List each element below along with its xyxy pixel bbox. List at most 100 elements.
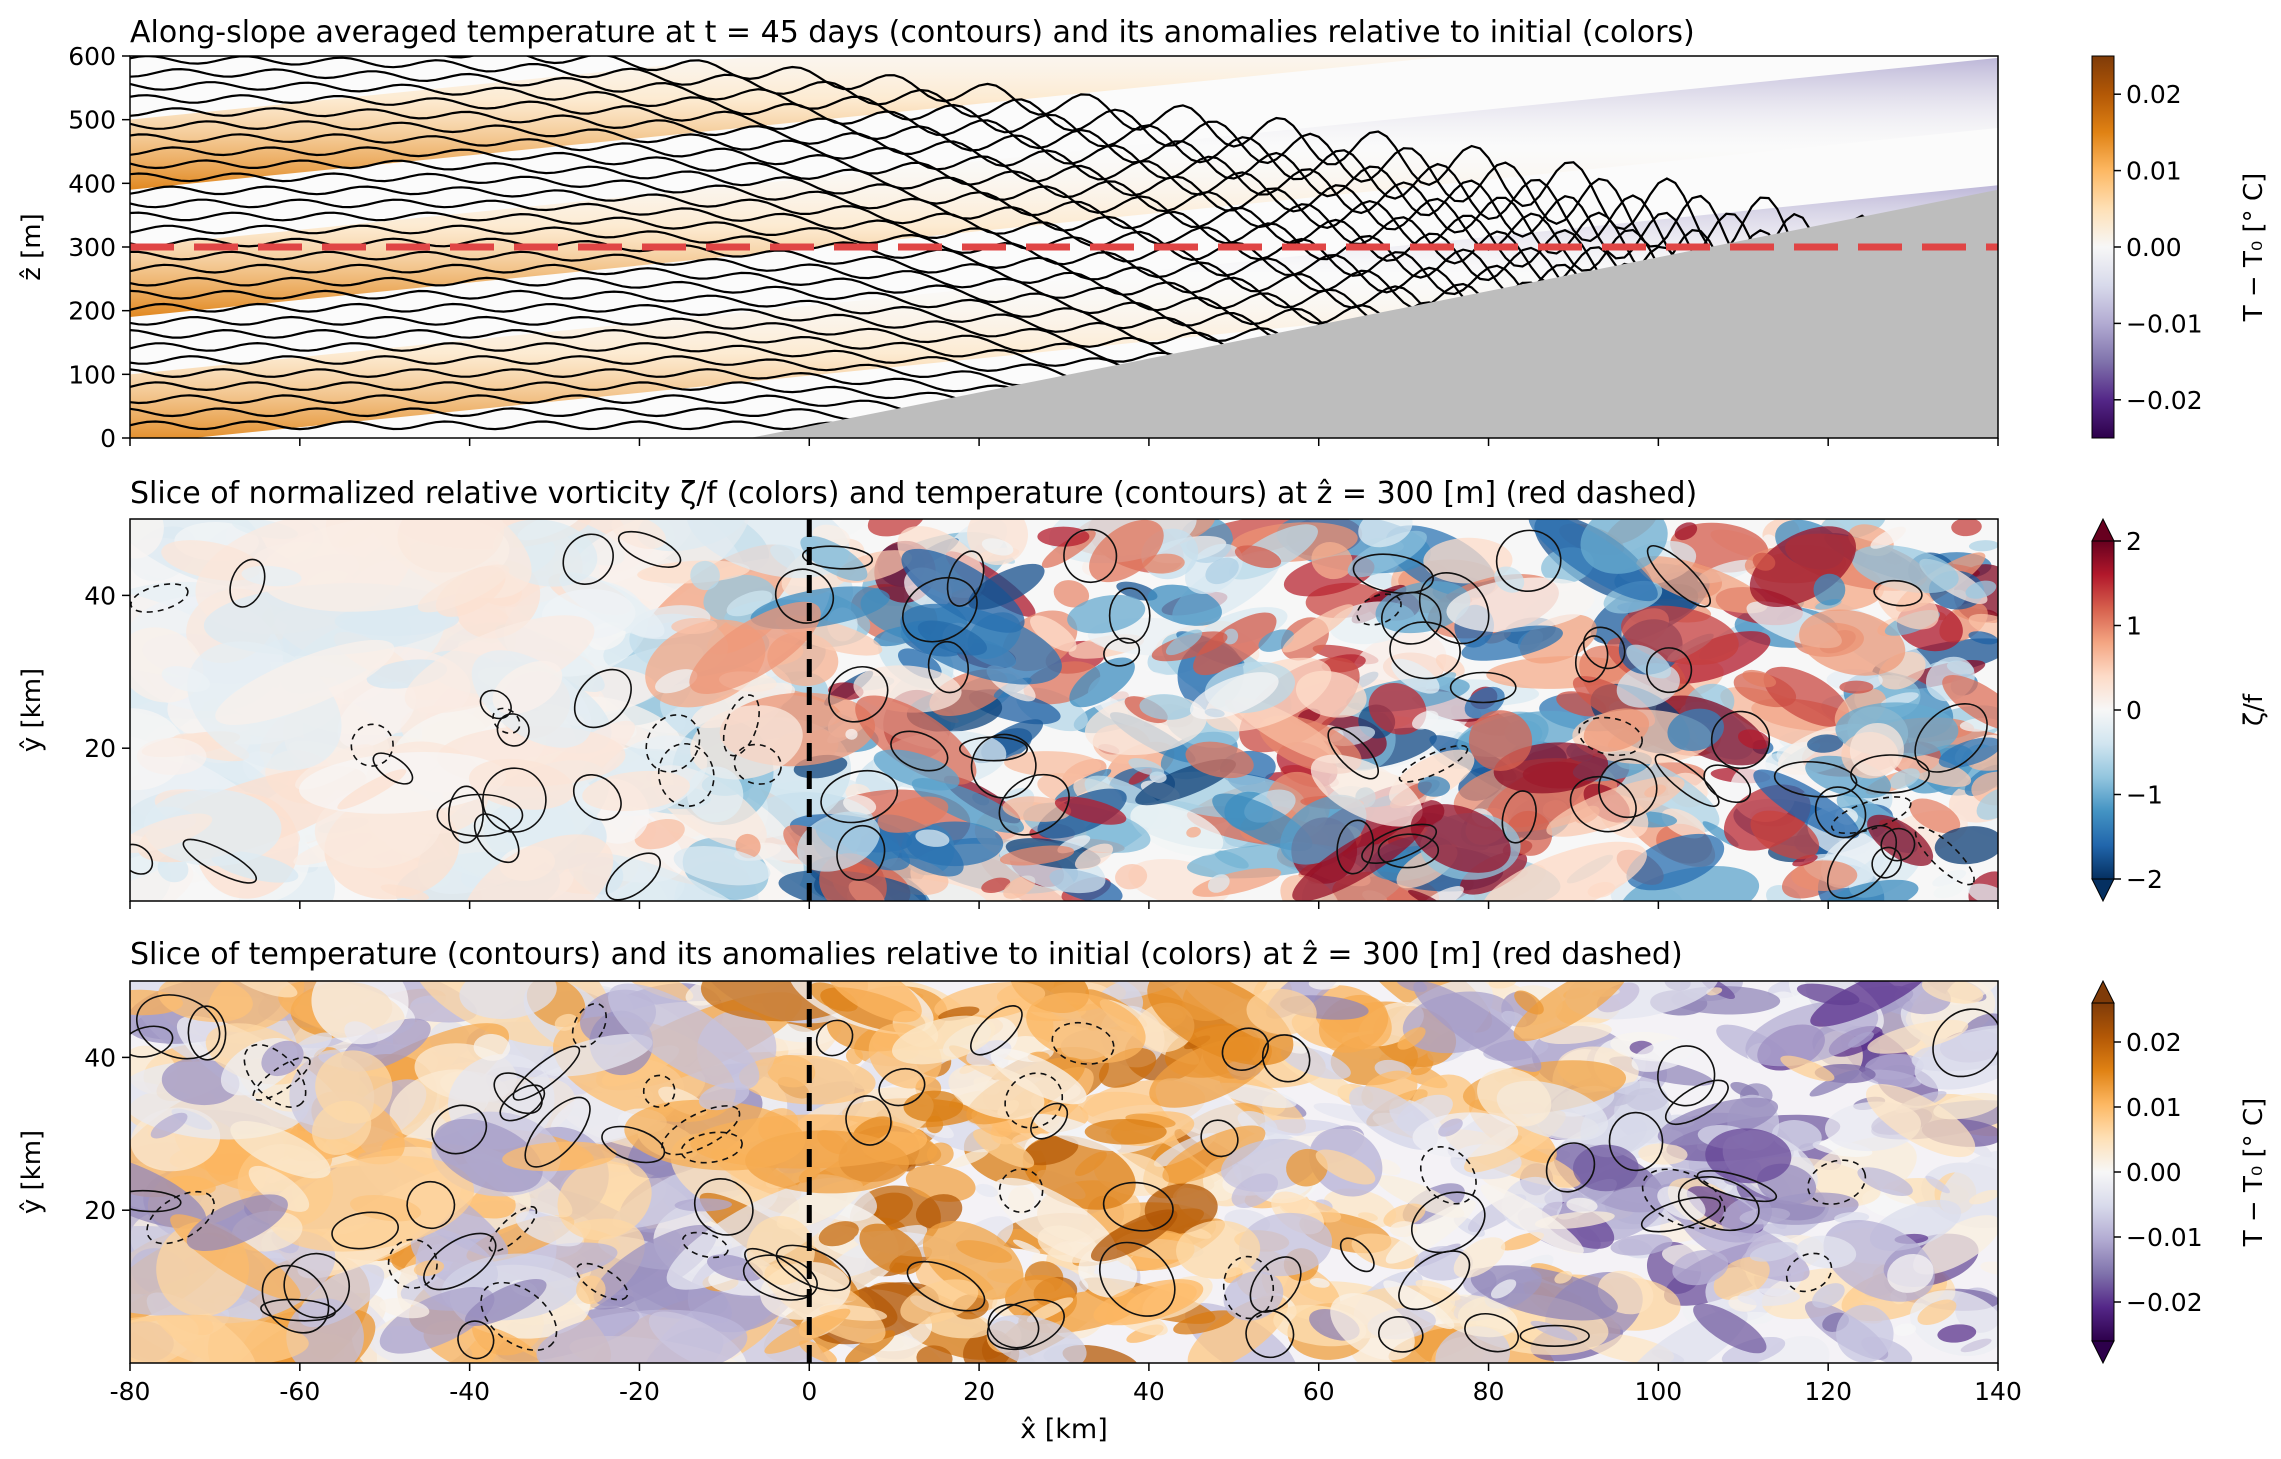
field-eddy: [1792, 854, 1818, 867]
field-eddy: [130, 1314, 309, 1363]
field-eddy: [1413, 981, 1542, 1072]
temperature-contour: [1914, 703, 1988, 773]
field-eddy: [892, 1015, 996, 1065]
field-eddy: [130, 813, 213, 853]
colorbar-top: 0.02 0.01 0.00 −0.01 −0.02 T − T₀ [° C]: [2091, 55, 2269, 439]
field-eddy: [1937, 1324, 1977, 1343]
field-eddy: [1796, 983, 1860, 1006]
field-eddy: [1488, 981, 1517, 989]
field-eddy: [433, 1118, 543, 1193]
field-eddy: [1308, 981, 1341, 990]
temperature-contour: [1501, 790, 1537, 844]
field-eddy: [938, 1006, 980, 1021]
temperature-contour: [657, 742, 715, 808]
field-eddy: [690, 705, 803, 780]
anomaly-band: [130, 56, 1451, 190]
field-eddy: [1836, 1304, 1894, 1363]
field-eddy: [540, 1033, 653, 1077]
field-eddy: [1976, 787, 1998, 820]
field-eddy: [1892, 752, 1972, 787]
x-tick-label: 40: [1133, 1377, 1165, 1406]
field-eddy: [1693, 1303, 1767, 1354]
field-eddy: [1980, 1261, 1998, 1275]
temperature-contour: [1336, 819, 1375, 875]
vorticity-field: [130, 519, 1998, 901]
field-eddy: [1074, 843, 1114, 870]
temperature-contour: [828, 665, 889, 723]
temperature-contour: [878, 1067, 926, 1107]
field-eddy: [1851, 545, 1959, 594]
ylabel-middle: ŷ [km]: [17, 668, 47, 752]
field-eddy: [1626, 833, 1725, 891]
temperature-contour: [890, 730, 949, 772]
x-tick-label: 0: [801, 1377, 817, 1406]
field-eddy: [462, 834, 614, 901]
temperature-contour: [1654, 753, 1720, 807]
field-eddy: [1391, 658, 1440, 694]
x-tick-label: -20: [619, 1377, 660, 1406]
field-eddy: [859, 1223, 923, 1275]
colorbar-tick-label: −2: [2126, 865, 2163, 894]
field-eddy: [150, 1112, 188, 1139]
field-eddy: [915, 1194, 963, 1229]
temperature-contour: [1377, 833, 1440, 869]
field-eddy: [968, 563, 1045, 610]
field-eddy: [1730, 1081, 1759, 1099]
field-eddy: [557, 1157, 652, 1240]
field-eddy: [1358, 519, 1413, 548]
field-eddy: [1231, 1173, 1279, 1209]
field-eddy: [1173, 1310, 1236, 1335]
field-eddy: [1368, 682, 1427, 735]
temperature-contour: [906, 1260, 986, 1312]
y-tick-label: 40: [84, 1043, 116, 1072]
temperature-contour: [229, 558, 266, 608]
colorbar-tick-label: 2: [2126, 527, 2142, 556]
temperature-contour: [1464, 1313, 1520, 1353]
field-eddy: [1867, 1019, 1969, 1054]
field-eddy: [1865, 1084, 1976, 1158]
x-tick-label: 80: [1473, 1377, 1505, 1406]
temperature-contour: [1449, 671, 1517, 704]
temperature-contour: [1381, 591, 1442, 645]
field-eddy: [1423, 537, 1513, 584]
temperature-contour: [617, 530, 682, 568]
isotherm-contour: [130, 81, 1998, 359]
temperature-contour: [187, 1005, 227, 1061]
field-eddy: [1054, 796, 1127, 825]
temperature-contour: [1030, 1102, 1069, 1140]
temperature-contour: [1063, 528, 1118, 584]
field-eddy: [622, 981, 694, 1001]
field-eddy: [1026, 1297, 1074, 1323]
temperature-contour: [436, 793, 524, 837]
field-eddy: [1889, 768, 1920, 789]
y-tick-label: 20: [84, 734, 116, 763]
field-eddy: [1239, 1212, 1333, 1277]
temperature-contour: [733, 743, 782, 785]
y-ticks-top: 0 100 200 300 400 500 600: [68, 42, 130, 453]
colorbar-tick-label: −0.01: [2126, 309, 2203, 338]
temperature-contour: [573, 668, 632, 729]
temperature-contour: [1582, 626, 1626, 670]
temperature-contour: [1398, 1250, 1471, 1311]
colorbar-tick-label: 0.00: [2126, 1158, 2182, 1187]
field-eddy: [836, 519, 868, 536]
field-eddy: [916, 1345, 953, 1363]
temperature-contour: [601, 1125, 666, 1164]
field-eddy: [1130, 802, 1224, 857]
temperature-contour: [243, 1043, 307, 1108]
field-eddy: [1750, 810, 1820, 860]
temperature-contour: [1389, 621, 1461, 680]
field-eddy: [1809, 1069, 1860, 1097]
temperature-contour: [1004, 1072, 1064, 1129]
field-eddy: [1223, 628, 1239, 645]
field-eddy: [1823, 879, 1919, 901]
field-eddy: [1867, 814, 1934, 867]
field-eddy: [248, 1165, 310, 1212]
temperature-contour: [902, 576, 978, 643]
field-eddy: [1667, 708, 1724, 751]
x-ticks-bottom: -80 -60 -40 -20 0 20 40 60 80 100 120 140: [110, 1363, 2022, 1406]
field-eddy: [846, 1047, 863, 1065]
field-eddy: [473, 1033, 511, 1061]
